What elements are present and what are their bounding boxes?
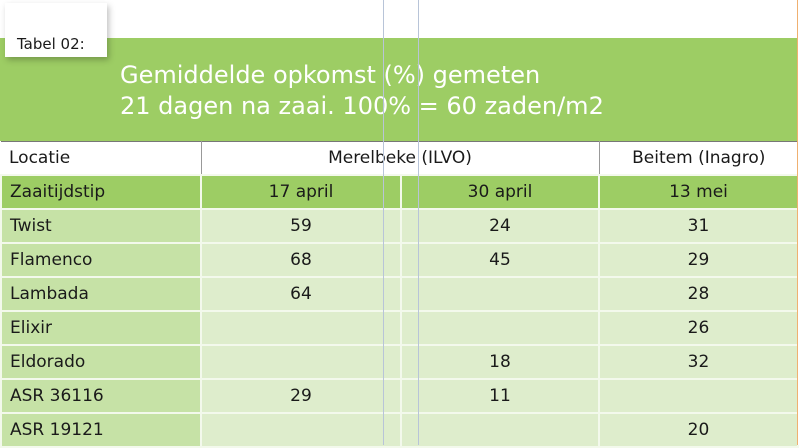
value-cell bbox=[200, 412, 402, 448]
guide-line bbox=[418, 0, 419, 445]
title-line-1: Gemiddelde opkomst (%) gemeten bbox=[120, 61, 541, 89]
table-row: Eldorado 18 32 bbox=[0, 344, 799, 380]
merelbeke-header: Merelbeke (ILVO) bbox=[201, 141, 600, 176]
results-table: Locatie Merelbeke (ILVO) Beitem (Inagro)… bbox=[0, 141, 799, 448]
table-row: ASR 19121 20 bbox=[0, 412, 799, 448]
table-label-text: Tabel 02: bbox=[17, 35, 85, 53]
value-cell bbox=[598, 378, 799, 414]
variety-name: Elixir bbox=[0, 310, 202, 346]
value-cell bbox=[400, 412, 600, 448]
value-cell: 29 bbox=[598, 242, 799, 278]
variety-name: Twist bbox=[0, 208, 202, 244]
value-cell: 64 bbox=[200, 276, 402, 312]
value-cell: 29 bbox=[200, 378, 402, 414]
title-line-2: 21 dagen na zaai. 100% = 60 zaden/m2 bbox=[120, 92, 604, 120]
value-cell: 31 bbox=[598, 208, 799, 244]
table-title: Gemiddelde opkomst (%) gemeten 21 dagen … bbox=[120, 60, 604, 122]
table-label: Tabel 02: bbox=[5, 3, 107, 57]
value-cell: 20 bbox=[598, 412, 799, 448]
table-row: Lambada 64 28 bbox=[0, 276, 799, 312]
title-band bbox=[0, 38, 797, 141]
sowing-date-label: Zaaitijdstip bbox=[0, 174, 202, 210]
guide-line bbox=[383, 0, 384, 445]
value-cell bbox=[200, 310, 402, 346]
table-row: Flamenco 68 45 29 bbox=[0, 242, 799, 278]
date-1: 17 april bbox=[200, 174, 402, 210]
value-cell: 26 bbox=[598, 310, 799, 346]
value-cell: 18 bbox=[400, 344, 600, 380]
value-cell: 68 bbox=[200, 242, 402, 278]
table-row: Twist 59 24 31 bbox=[0, 208, 799, 244]
variety-name: Eldorado bbox=[0, 344, 202, 380]
date-3: 13 mei bbox=[598, 174, 799, 210]
locatie-header: Locatie bbox=[1, 141, 202, 176]
value-cell: 24 bbox=[400, 208, 600, 244]
date-2: 30 april bbox=[400, 174, 600, 210]
value-cell: 28 bbox=[598, 276, 799, 312]
location-row: Locatie Merelbeke (ILVO) Beitem (Inagro) bbox=[1, 141, 798, 176]
value-cell bbox=[200, 344, 402, 380]
value-cell: 32 bbox=[598, 344, 799, 380]
value-cell bbox=[400, 310, 600, 346]
table-row: ASR 36116 29 11 bbox=[0, 378, 799, 414]
sowing-date-row: Zaaitijdstip 17 april 30 april 13 mei bbox=[0, 174, 799, 210]
variety-name: Flamenco bbox=[0, 242, 202, 278]
value-cell: 11 bbox=[400, 378, 600, 414]
variety-name: ASR 36116 bbox=[0, 378, 202, 414]
value-cell: 45 bbox=[400, 242, 600, 278]
value-cell: 59 bbox=[200, 208, 402, 244]
value-cell bbox=[400, 276, 600, 312]
variety-name: Lambada bbox=[0, 276, 202, 312]
page-edge bbox=[797, 0, 800, 445]
beitem-header: Beitem (Inagro) bbox=[599, 141, 798, 176]
table-row: Elixir 26 bbox=[0, 310, 799, 346]
variety-name: ASR 19121 bbox=[0, 412, 202, 448]
